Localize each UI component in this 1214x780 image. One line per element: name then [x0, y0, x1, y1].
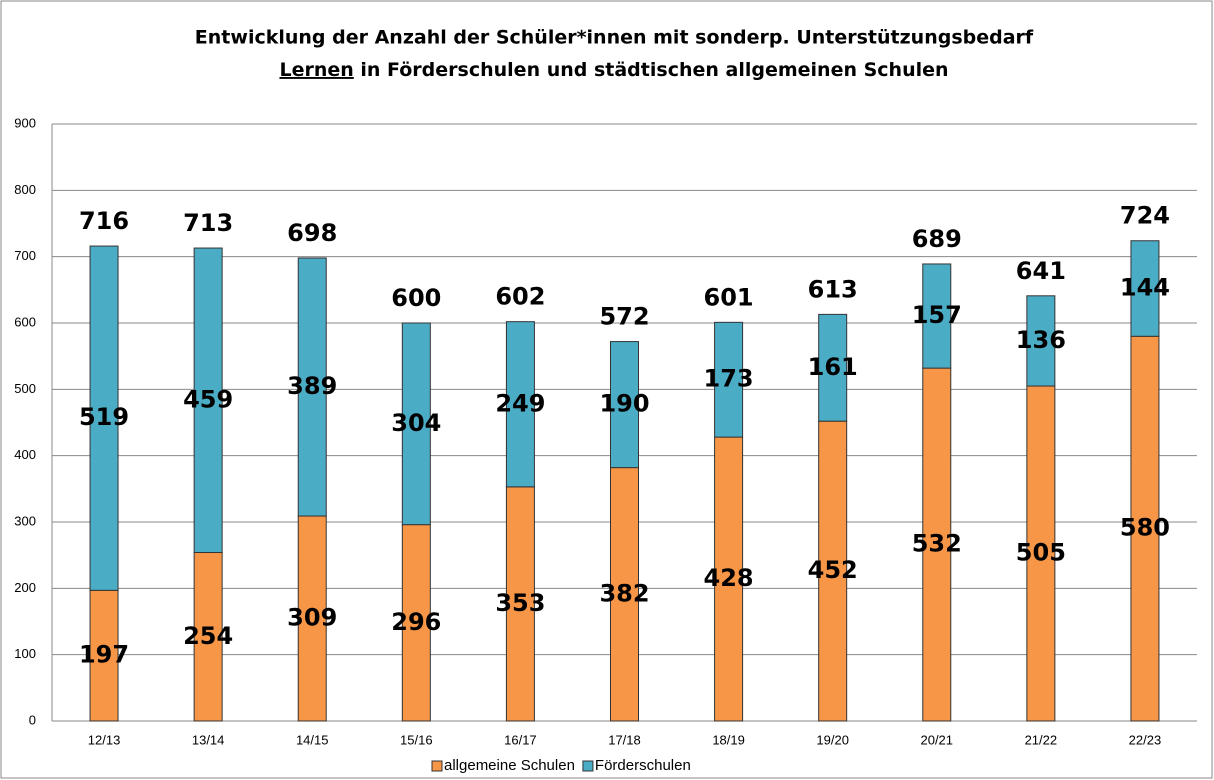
x-tick-label: 19/20: [816, 732, 849, 747]
total-label: 724: [1120, 202, 1170, 230]
legend-swatch: [582, 760, 594, 772]
bar-segment: [1130, 240, 1160, 337]
y-tick-label: 800: [14, 182, 36, 197]
total-label: 572: [599, 303, 649, 331]
data-label: 309: [287, 604, 337, 632]
data-label: 459: [183, 385, 233, 413]
bar-segment: [610, 467, 639, 722]
data-label: 173: [704, 365, 754, 393]
bar-segment: [1026, 385, 1056, 722]
total-label: 641: [1016, 257, 1066, 285]
bar-segment: [401, 322, 431, 526]
data-label: 580: [1120, 514, 1170, 542]
data-label: 532: [912, 530, 962, 558]
y-tick-label: 500: [14, 381, 36, 396]
x-tick-label: 17/18: [608, 732, 641, 747]
total-label: 602: [495, 283, 545, 311]
y-tick-label: 600: [14, 314, 36, 329]
total-label: 600: [391, 284, 441, 312]
x-tick-label: 15/16: [400, 732, 433, 747]
bar-segment: [193, 552, 223, 722]
chart-title: Entwicklung der Anzahl der Schüler*innen…: [195, 27, 1034, 49]
legend-label: Förderschulen: [595, 757, 691, 774]
data-label: 382: [599, 579, 649, 607]
x-tick-label: 22/23: [1129, 732, 1162, 747]
bar-segment: [193, 247, 223, 554]
legend-swatch: [431, 760, 443, 772]
bar-segment: [89, 245, 119, 591]
data-label: 144: [1120, 274, 1170, 302]
y-tick-label: 300: [14, 513, 36, 528]
y-tick-label: 700: [14, 248, 36, 263]
bar-segment: [610, 341, 639, 469]
bar-segment: [818, 420, 848, 722]
bar-segment: [1130, 335, 1160, 722]
bar-segment: [505, 486, 535, 722]
x-tick-label: 12/13: [88, 732, 121, 747]
x-tick-label: 14/15: [296, 732, 329, 747]
total-label: 713: [183, 209, 233, 237]
data-label: 249: [495, 389, 545, 417]
data-label: 254: [183, 622, 233, 650]
data-label: 136: [1016, 326, 1066, 354]
y-tick-label: 900: [14, 115, 36, 130]
x-tick-label: 20/21: [920, 732, 953, 747]
legend-label: allgemeine Schulen: [444, 757, 575, 774]
bar-segment: [297, 257, 327, 517]
y-tick-label: 400: [14, 447, 36, 462]
x-tick-label: 18/19: [712, 732, 745, 747]
total-label: 601: [704, 283, 754, 311]
title-rest: in Förderschulen und städtischen allgeme…: [354, 59, 949, 81]
total-label: 689: [912, 225, 962, 253]
data-label: 157: [912, 301, 962, 329]
data-label: 428: [704, 564, 754, 592]
x-tick-label: 16/17: [504, 732, 537, 747]
data-label: 161: [808, 353, 858, 381]
bar-segment: [89, 589, 119, 722]
data-label: 519: [79, 403, 129, 431]
x-tick-label: 21/22: [1025, 732, 1058, 747]
total-label: 613: [808, 275, 858, 303]
data-label: 197: [79, 641, 129, 669]
bar-segment: [505, 321, 535, 488]
data-label: 452: [808, 556, 858, 584]
data-label: 389: [287, 372, 337, 400]
bar-segment: [922, 367, 952, 722]
bar-segment: [1026, 295, 1056, 387]
data-label: 505: [1016, 539, 1066, 567]
y-tick-label: 0: [29, 712, 36, 727]
bar-segment: [922, 263, 952, 369]
bar-segment: [818, 313, 848, 422]
y-tick-label: 100: [14, 646, 36, 661]
data-label: 353: [495, 589, 545, 617]
total-label: 716: [79, 207, 129, 235]
x-tick-label: 13/14: [192, 732, 225, 747]
title-underlined: Lernen: [279, 59, 353, 81]
total-label: 698: [287, 219, 337, 247]
data-label: 296: [391, 608, 441, 636]
data-label: 304: [391, 409, 441, 437]
bar-segment: [714, 321, 744, 438]
data-label: 190: [599, 390, 649, 418]
y-tick-label: 200: [14, 580, 36, 595]
chart-title-line2: Lernen in Förderschulen und städtischen …: [279, 59, 948, 81]
